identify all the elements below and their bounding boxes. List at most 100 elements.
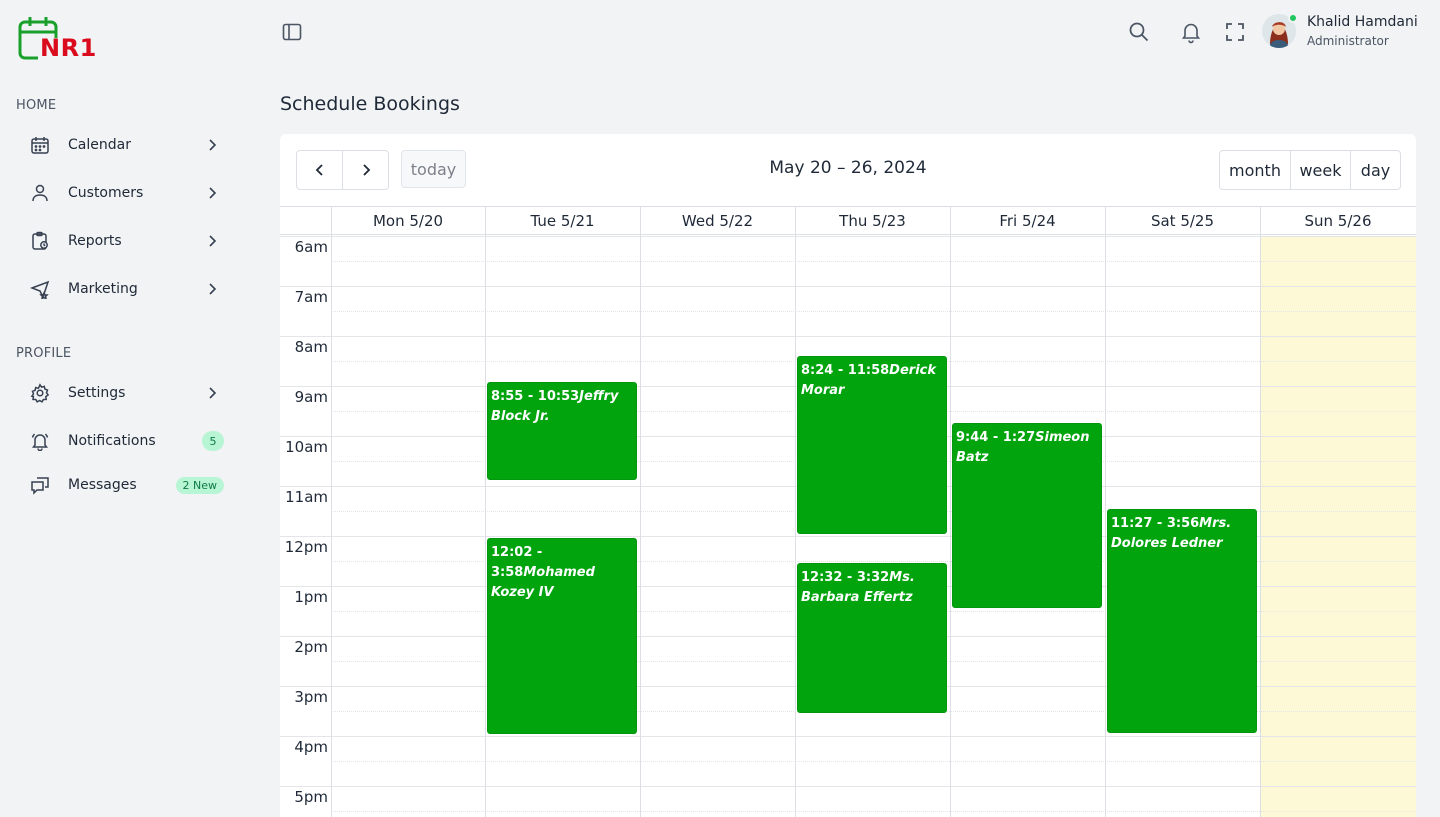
half-hour-line xyxy=(331,311,1416,312)
prev-week-button[interactable] xyxy=(297,151,343,189)
column-divider xyxy=(950,207,951,817)
time-slot-label: 6am xyxy=(294,238,328,256)
sidebar-item-label: Reports xyxy=(68,233,122,249)
event-customer-name: Ms. Barbara Effertz xyxy=(801,569,915,605)
event-customer-name: Simeon Batz xyxy=(956,429,1090,465)
booking-event[interactable]: 8:24 - 11:58Derick Morar xyxy=(797,356,947,535)
week-grid: 6am 7am 8am 9am 10am 11am 12pm 1pm 2pm 3pm 4pm 5pm M… xyxy=(280,206,1416,817)
booking-event[interactable]: 12:02 - 3:58Mohamed Kozey IV xyxy=(487,537,637,735)
time-slot-label: 4pm xyxy=(294,738,328,756)
chevron-right-icon xyxy=(209,139,217,151)
clipboard-icon xyxy=(28,229,52,253)
sidebar-item-reports[interactable]: Reports xyxy=(28,223,228,259)
hour-line xyxy=(280,286,1416,287)
column-divider xyxy=(331,207,332,817)
day-view-button[interactable]: day xyxy=(1360,160,1391,180)
bell-icon xyxy=(28,429,52,453)
profile-section-label: PROFILE xyxy=(16,346,72,361)
logo-text: NR1 xyxy=(40,34,97,62)
sidebar-item-label: Settings xyxy=(68,385,126,401)
sidebar-item-label: Marketing xyxy=(68,281,138,297)
event-customer-name: Derick Morar xyxy=(801,363,936,398)
sidebar-item-notifications[interactable]: Notifications 5 xyxy=(28,423,228,459)
chevron-right-icon xyxy=(209,187,217,199)
sidebar-item-label: Calendar xyxy=(68,137,131,153)
gear-icon xyxy=(28,381,52,405)
booking-event[interactable]: 8:55 - 10:53Jeffry Block Jr. xyxy=(487,381,637,481)
home-section-label: HOME xyxy=(16,98,57,113)
day-header[interactable]: Wed 5/22 xyxy=(640,207,795,235)
event-time: 11:27 - 3:56 xyxy=(1111,515,1200,531)
event-time: 12:02 - 3:58 xyxy=(491,544,543,580)
column-divider xyxy=(1105,207,1106,817)
send-icon xyxy=(28,277,52,301)
online-status-dot xyxy=(1288,13,1298,23)
grid-corner xyxy=(280,207,331,235)
sidebar-item-label: Notifications xyxy=(68,433,156,449)
bell-icon[interactable] xyxy=(1179,20,1203,44)
view-switcher: month week day xyxy=(1219,150,1401,190)
time-slot-label: 11am xyxy=(285,488,328,506)
day-header[interactable]: Fri 5/24 xyxy=(950,207,1105,235)
page-title: Schedule Bookings xyxy=(280,93,460,115)
event-customer-name: Mrs. Dolores Ledner xyxy=(1111,515,1232,551)
event-time: 8:24 - 11:58 xyxy=(801,363,890,378)
time-slot-label: 1pm xyxy=(294,588,328,606)
column-divider xyxy=(640,207,641,817)
avatar[interactable] xyxy=(1262,14,1296,48)
hour-line xyxy=(280,236,1416,237)
user-name[interactable]: Khalid Hamdani xyxy=(1307,14,1418,30)
today-button[interactable]: today xyxy=(401,150,466,188)
event-time: 9:44 - 1:27 xyxy=(956,429,1036,445)
day-header[interactable]: Tue 5/21 xyxy=(485,207,640,235)
sidebar-toggle-icon[interactable] xyxy=(280,20,304,44)
sidebar-item-messages[interactable]: Messages 2 New xyxy=(28,467,228,503)
sidebar: NR1 HOME Calendar Customers Reports Mark… xyxy=(0,0,256,817)
column-divider xyxy=(795,207,796,817)
chevron-right-icon xyxy=(209,235,217,247)
user-icon xyxy=(28,181,52,205)
next-week-button[interactable] xyxy=(343,151,388,189)
booking-event[interactable]: 11:27 - 3:56Mrs. Dolores Ledner xyxy=(1107,508,1257,733)
event-customer-name: Mohamed Kozey IV xyxy=(491,564,595,600)
calendar-logo-icon[interactable] xyxy=(18,16,98,62)
sidebar-item-settings[interactable]: Settings xyxy=(28,375,228,411)
sidebar-item-label: Messages xyxy=(68,477,137,493)
sidebar-item-calendar[interactable]: Calendar xyxy=(28,127,228,163)
half-hour-line xyxy=(331,811,1416,812)
time-slot-label: 12pm xyxy=(284,538,328,556)
booking-event[interactable]: 12:32 - 3:32Ms. Barbara Effertz xyxy=(797,562,947,713)
search-icon[interactable] xyxy=(1127,20,1151,44)
sidebar-item-customers[interactable]: Customers xyxy=(28,175,228,211)
half-hour-line xyxy=(331,761,1416,762)
notifications-count-badge: 5 xyxy=(202,431,224,451)
chat-icon xyxy=(28,473,52,497)
chevron-right-icon xyxy=(362,164,370,176)
day-header[interactable]: Sun 5/26 xyxy=(1260,207,1416,235)
half-hour-line xyxy=(331,561,1416,562)
hour-line xyxy=(280,536,1416,537)
hour-line xyxy=(280,786,1416,787)
half-hour-line xyxy=(331,261,1416,262)
column-divider xyxy=(1260,207,1261,817)
prev-next-group xyxy=(296,150,389,190)
time-slot-label: 10am xyxy=(285,438,328,456)
day-header[interactable]: Thu 5/23 xyxy=(795,207,950,235)
hour-line xyxy=(280,736,1416,737)
fullscreen-icon[interactable] xyxy=(1223,20,1247,44)
sidebar-item-marketing[interactable]: Marketing xyxy=(28,271,228,307)
day-header[interactable]: Mon 5/20 xyxy=(331,207,485,235)
messages-new-badge: 2 New xyxy=(175,476,224,494)
chevron-left-icon xyxy=(315,164,323,176)
month-view-button[interactable]: month xyxy=(1220,151,1291,189)
calendar-card: today May 20 – 26, 2024 month week day 6… xyxy=(280,134,1416,817)
calendar-icon xyxy=(28,133,52,157)
booking-event[interactable]: 9:44 - 1:27Simeon Batz xyxy=(952,422,1102,609)
time-slot-label: 3pm xyxy=(294,688,328,706)
day-header[interactable]: Sat 5/25 xyxy=(1105,207,1260,235)
time-slot-label: 2pm xyxy=(294,638,328,656)
event-customer-name: Jeffry Block Jr. xyxy=(491,388,619,424)
hour-line xyxy=(280,336,1416,337)
user-role: Administrator xyxy=(1307,34,1389,48)
week-view-button[interactable]: week xyxy=(1291,151,1351,189)
